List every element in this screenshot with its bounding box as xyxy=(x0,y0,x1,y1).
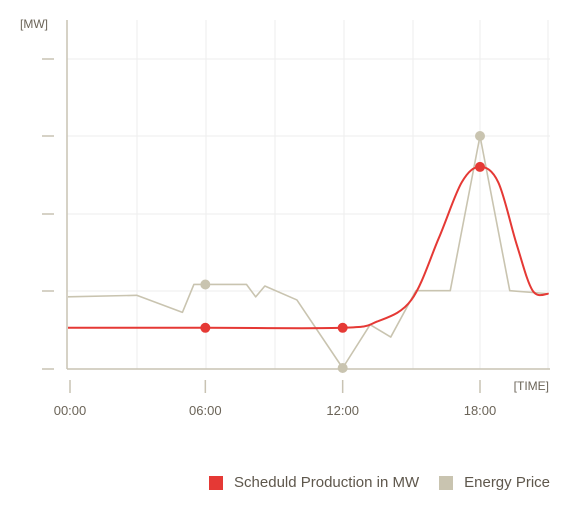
x-tick-label: 18:00 xyxy=(464,403,497,418)
x-axis-unit-label: [TIME] xyxy=(514,379,549,393)
legend-label-price: Energy Price xyxy=(464,474,550,491)
legend-item-price[interactable]: Energy Price xyxy=(439,474,550,491)
x-tick-label: 00:00 xyxy=(54,403,87,418)
legend-swatch-production xyxy=(209,475,224,490)
legend-label-production: Scheduld Production in MW xyxy=(234,474,420,491)
legend-swatch-price xyxy=(439,475,454,490)
price-data-point[interactable] xyxy=(475,131,485,141)
x-tick-label: 06:00 xyxy=(189,403,222,418)
markers xyxy=(200,131,485,373)
price-data-point[interactable] xyxy=(200,279,211,290)
legend-item-production[interactable]: Scheduld Production in MW xyxy=(209,474,419,491)
axes: [MW] [TIME] xyxy=(20,17,550,393)
production-data-point[interactable] xyxy=(475,161,485,172)
production-data-point[interactable] xyxy=(337,322,348,333)
x-ticks: 00:00 06:00 12:00 18:00 xyxy=(54,380,497,418)
production-series-line xyxy=(68,165,549,330)
y-axis-unit-label: [MW] xyxy=(20,17,48,31)
grid xyxy=(42,20,550,370)
price-data-point[interactable] xyxy=(337,363,348,373)
series xyxy=(67,135,549,369)
legend: Scheduld Production in MW Energy Price xyxy=(209,474,550,491)
production-data-point[interactable] xyxy=(200,322,211,333)
x-tick-label: 12:00 xyxy=(326,403,359,418)
price-series-line xyxy=(67,135,549,369)
